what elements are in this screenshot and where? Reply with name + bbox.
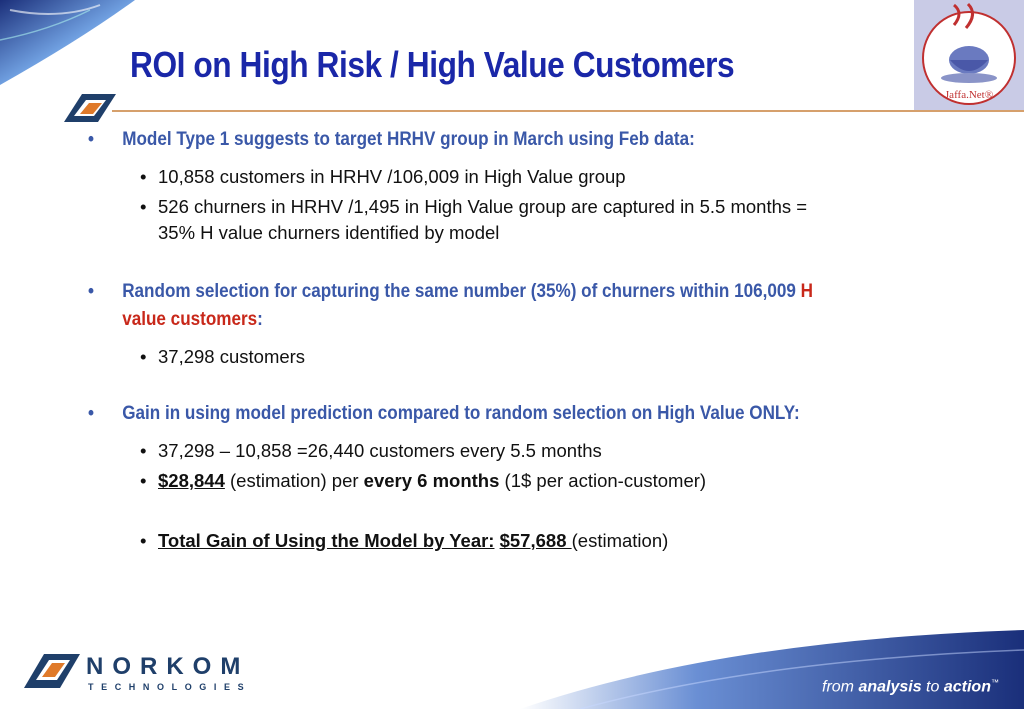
tagline: from analysis to action™ bbox=[822, 678, 999, 696]
norkom-logo: NORKOM TECHNOLOGIES bbox=[24, 653, 251, 692]
bullet-3-sub-1: • 37,298 – 10,858 =26,440 customers every… bbox=[140, 440, 602, 461]
bullet-1-sub-1: • 10,858 customers in HRHV /106,009 in Hi… bbox=[140, 166, 626, 187]
bullet-2: • Random selection for capturing the same… bbox=[88, 281, 814, 330]
company-sub: TECHNOLOGIES bbox=[88, 682, 251, 692]
bullet-3-sub-2: • $28,844 (estimation) per every 6 months… bbox=[140, 470, 707, 491]
page-title: ROI on High Risk / High Value Customers bbox=[130, 44, 735, 85]
jaffa-logo-text: Jaffa.Net® bbox=[945, 89, 993, 101]
bullet-1: • Model Type 1 suggests to target HRHV gr… bbox=[88, 129, 695, 150]
norkom-mark-icon bbox=[64, 94, 116, 122]
bottom-decoration bbox=[520, 630, 1024, 709]
title-divider bbox=[112, 110, 1024, 112]
company-name: NORKOM bbox=[86, 653, 249, 680]
bullet-1-sub-2: • 526 churners in HRHV /1,495 in High Val… bbox=[140, 196, 808, 243]
bullet-3-total: • Total Gain of Using the Model by Year: … bbox=[140, 530, 669, 551]
slide-content: • Model Type 1 suggests to target HRHV gr… bbox=[88, 126, 828, 554]
bullet-2-sub-1: • 37,298 customers bbox=[140, 346, 306, 367]
corner-decoration bbox=[0, 0, 135, 85]
jaffa-logo: Jaffa.Net® bbox=[914, 0, 1024, 112]
bullet-3: • Gain in using model prediction compared… bbox=[88, 403, 800, 424]
